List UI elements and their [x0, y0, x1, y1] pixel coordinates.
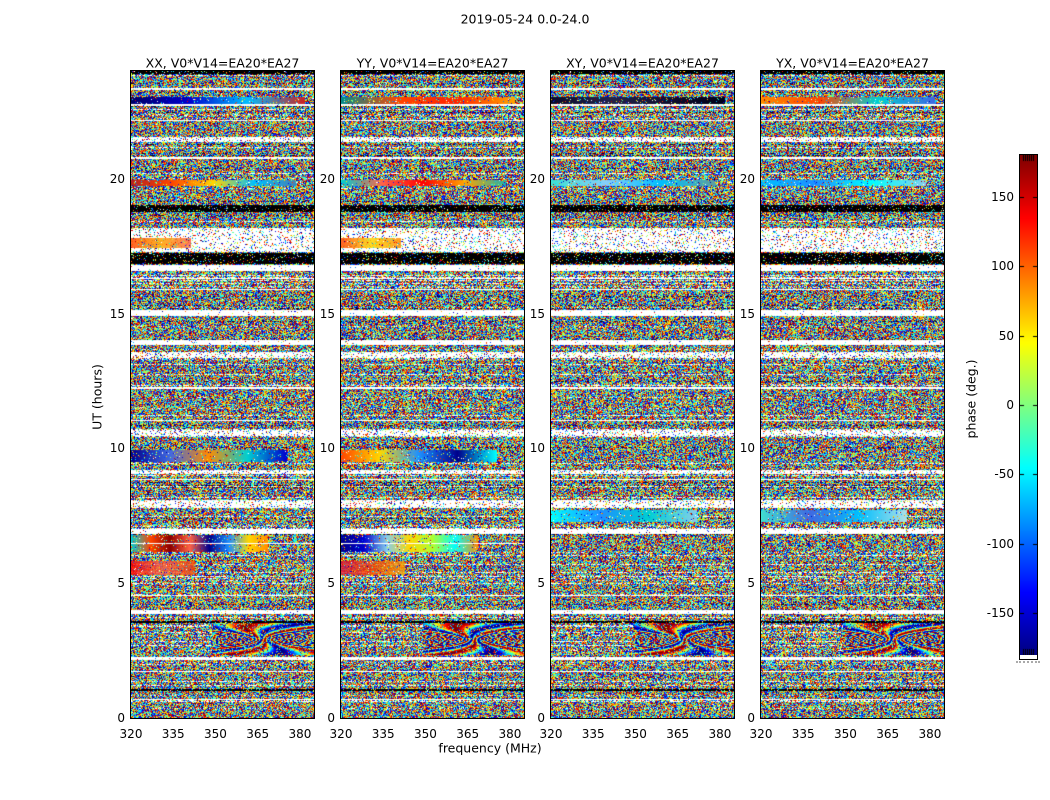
x-tick-label: 380 — [918, 727, 942, 741]
x-tick-label: 365 — [666, 727, 690, 741]
colorbar-extend-dots — [1016, 661, 1040, 663]
colorbar-tick-label: 150 — [991, 190, 1014, 204]
y-tick-label: 10 — [529, 441, 545, 456]
y-tick-label: 20 — [739, 171, 755, 186]
y-tick-label: 0 — [117, 711, 125, 725]
x-tick-label: 320 — [749, 727, 773, 741]
y-tick-label: 15 — [739, 306, 755, 321]
y-tick-label: 5 — [327, 576, 335, 591]
x-tick-label: 365 — [456, 727, 480, 741]
figure-title: 2019-05-24 0.0-24.0 — [460, 11, 590, 27]
x-tick-label: 320 — [329, 727, 353, 741]
x-tick-label: 320 — [539, 727, 563, 741]
x-tick-label: 320 — [119, 727, 143, 741]
y-tick-label: 10 — [739, 441, 755, 456]
y-tick-label: 5 — [747, 576, 755, 591]
y-tick-label: 0 — [537, 711, 545, 725]
y-tick-label: 20 — [529, 171, 545, 186]
colorbar-label: phase (deg.) — [963, 359, 979, 439]
panel-canvas-yx — [761, 71, 944, 718]
x-tick-label: 365 — [876, 727, 900, 741]
x-tick-label: 335 — [581, 727, 605, 741]
y-tick-label: 10 — [319, 441, 335, 456]
x-tick-label: 365 — [246, 727, 270, 741]
panel-canvas-xy — [551, 71, 734, 718]
panel-title-xx: XX, V0*V14=EA20*EA27 — [145, 55, 300, 71]
panel-yx — [760, 70, 945, 719]
x-tick-label: 335 — [161, 727, 185, 741]
panel-xy — [550, 70, 735, 719]
colorbar-tick-label: 50 — [998, 329, 1014, 343]
y-tick-label: 15 — [109, 306, 125, 321]
x-tick-label: 335 — [371, 727, 395, 741]
colorbar-tick-label: 100 — [991, 259, 1014, 273]
x-tick-label: 380 — [288, 727, 312, 741]
y-tick-label: 20 — [109, 171, 125, 186]
y-tick-label: 5 — [537, 576, 545, 591]
x-tick-label: 380 — [708, 727, 732, 741]
colorbar-tick-label: -150 — [986, 606, 1014, 620]
x-tick-label: 350 — [834, 727, 857, 741]
x-tick-label: 380 — [498, 727, 522, 741]
y-tick-label: 5 — [117, 576, 125, 591]
x-tick-label: 350 — [414, 727, 437, 741]
y-tick-label: 20 — [319, 171, 335, 186]
x-tick-label: 350 — [204, 727, 227, 741]
panel-canvas-yy — [341, 71, 524, 718]
x-tick-label: 335 — [791, 727, 815, 741]
y-tick-label: 15 — [319, 306, 335, 321]
y-tick-label: 10 — [109, 441, 125, 456]
x-tick-label: 350 — [624, 727, 647, 741]
panel-xx — [130, 70, 315, 719]
colorbar-tick-label: -50 — [994, 467, 1014, 481]
colorbar-canvas — [1020, 155, 1037, 655]
x-axis-label: frequency (MHz) — [438, 740, 542, 756]
panel-yy — [340, 70, 525, 719]
colorbar-tick-label: 0 — [1006, 398, 1014, 412]
panel-title-yx: YX, V0*V14=EA20*EA27 — [776, 55, 929, 71]
colorbar — [1019, 154, 1038, 660]
panel-title-xy: XY, V0*V14=EA20*EA27 — [566, 55, 719, 71]
y-tick-label: 15 — [529, 306, 545, 321]
colorbar-tick-label: -100 — [986, 537, 1014, 551]
y-tick-label: 0 — [747, 711, 755, 725]
y-tick-label: 0 — [327, 711, 335, 725]
panel-canvas-xx — [131, 71, 314, 718]
y-axis-label: UT (hours) — [89, 364, 105, 430]
panel-title-yy: YY, V0*V14=EA20*EA27 — [356, 55, 509, 71]
